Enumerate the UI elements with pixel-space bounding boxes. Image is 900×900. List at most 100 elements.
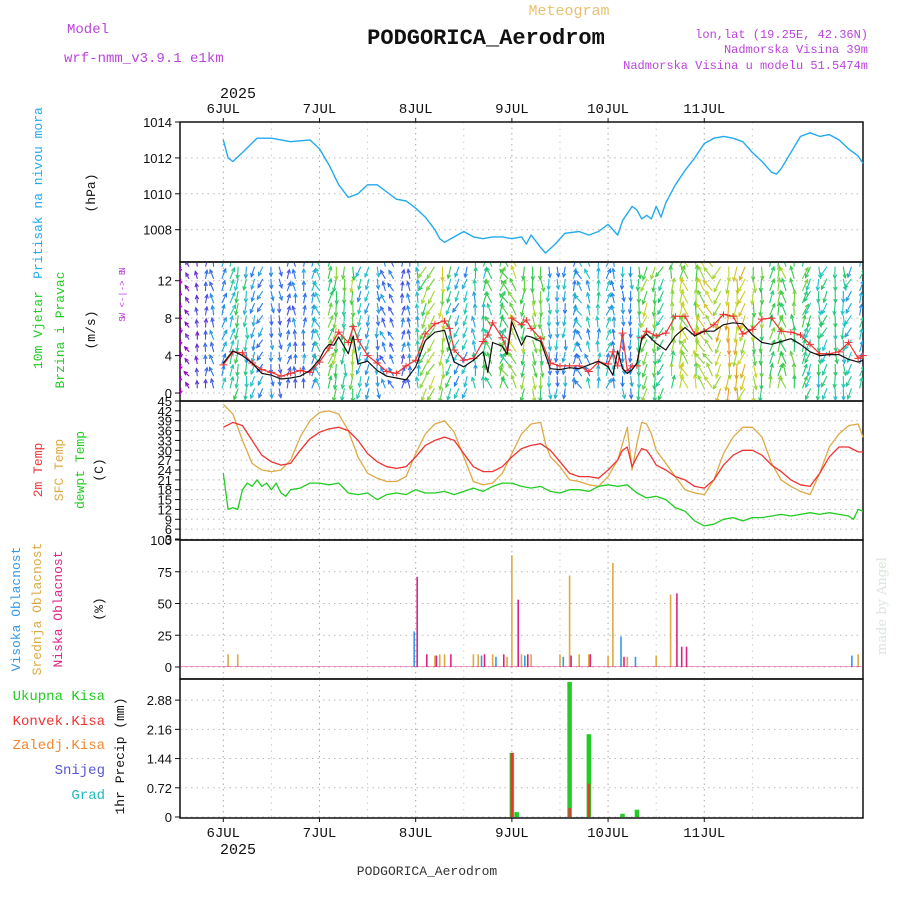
wind-arrow-head bbox=[804, 278, 809, 284]
wind-arrow-head bbox=[822, 298, 827, 304]
wind-arrow-head bbox=[194, 306, 199, 312]
wind-arrow bbox=[777, 263, 779, 267]
wind-arrow-head bbox=[620, 382, 625, 388]
wind-arrow bbox=[485, 377, 493, 389]
wind-arrow bbox=[554, 388, 558, 399]
wind-arrow-head bbox=[753, 385, 758, 391]
wind-arrow-head bbox=[440, 349, 445, 355]
wind-arrow-head bbox=[629, 382, 634, 388]
wind-arrow-head bbox=[670, 349, 676, 356]
wind-arrow bbox=[844, 278, 852, 289]
wind-arrow bbox=[605, 263, 609, 267]
wind-arrow bbox=[574, 307, 583, 316]
top-x-tick-label: 9JUL bbox=[495, 102, 529, 118]
wind-arrow bbox=[245, 266, 247, 279]
wind-arrow-head bbox=[521, 348, 526, 354]
wind-arrow bbox=[801, 351, 807, 365]
wind-gust-marker bbox=[488, 319, 497, 326]
wind-arrow-head bbox=[501, 290, 506, 296]
wind-arrow bbox=[291, 281, 296, 292]
wind-arrow bbox=[209, 269, 215, 280]
wind-arrow-head bbox=[415, 327, 420, 333]
wind-arrow-head bbox=[330, 351, 335, 357]
wind-arrow-head bbox=[697, 277, 702, 283]
wind-arrow bbox=[365, 363, 370, 375]
wind-arrow bbox=[734, 339, 738, 355]
wind-arrow-head bbox=[427, 396, 432, 400]
wind-arrow-head bbox=[486, 302, 491, 308]
wind-arrow-head bbox=[522, 288, 527, 294]
wind-arrow-head bbox=[611, 376, 616, 382]
wind-arrow-head bbox=[357, 285, 362, 291]
wind-arrow-head bbox=[194, 318, 200, 324]
wind-arrow bbox=[752, 339, 755, 354]
wind-unit: (m/s) bbox=[84, 310, 99, 349]
wind-arrow-head bbox=[532, 312, 537, 318]
wind-arrow-head bbox=[180, 293, 183, 297]
wind-arrow-head bbox=[472, 302, 478, 308]
wind-arrow-head bbox=[816, 298, 821, 304]
wind-arrow bbox=[779, 266, 787, 280]
wind-arrow-head bbox=[680, 277, 685, 283]
wind-arrow-head bbox=[819, 272, 825, 278]
wind-arrow-head bbox=[779, 375, 784, 381]
wind-arrow-head bbox=[269, 394, 274, 400]
wind-arrow-head bbox=[732, 276, 737, 283]
wind-arrow bbox=[846, 363, 852, 375]
wind-arrow bbox=[654, 388, 656, 400]
wind-arrow-head bbox=[693, 253, 696, 257]
wind-arrow-head bbox=[268, 357, 274, 363]
cloud-ylabel-low: Niska Oblacnost bbox=[51, 550, 66, 667]
wind-arrow bbox=[292, 269, 296, 279]
wind-arrow-head bbox=[204, 305, 209, 311]
wind-arrow-head bbox=[679, 256, 683, 260]
wind-arrow bbox=[209, 293, 215, 304]
wind-arrow-head bbox=[270, 308, 275, 314]
wind-arrow-head bbox=[833, 347, 838, 353]
wind-arrow-head bbox=[596, 266, 601, 272]
wind-arrow-head bbox=[426, 274, 431, 280]
wind-arrow-head bbox=[703, 266, 708, 272]
wind-arrow-head bbox=[844, 320, 849, 326]
wind-arrow-head bbox=[753, 373, 758, 379]
wind-arrow bbox=[521, 351, 525, 365]
wind-arrow bbox=[572, 292, 576, 304]
wind-ylabel-1: 10m Vjetar bbox=[31, 291, 46, 369]
wind-arrow-head bbox=[606, 292, 612, 298]
wind-gust-marker bbox=[738, 331, 747, 338]
wind-arrow bbox=[779, 376, 787, 389]
wind-arrow-head bbox=[269, 321, 274, 327]
wind-arrow bbox=[447, 266, 452, 279]
wind-arrow-head bbox=[183, 345, 189, 351]
wind-arrow bbox=[500, 304, 509, 316]
wind-arrow bbox=[229, 364, 234, 377]
wind-arrow bbox=[270, 339, 274, 350]
wind-arrow bbox=[447, 278, 452, 291]
wind-arrow-head bbox=[844, 332, 849, 338]
wind-arrow bbox=[713, 278, 722, 292]
wind-arrow bbox=[752, 303, 755, 317]
wind-arrow-head bbox=[380, 366, 385, 372]
wind-arrow-head bbox=[180, 341, 183, 346]
wind-arrow bbox=[278, 266, 283, 276]
wind-arrow-head bbox=[803, 290, 808, 296]
y-tick-label: 0 bbox=[165, 810, 172, 825]
wind-direction-north: N bbox=[118, 267, 128, 272]
wind-arrow-head bbox=[184, 296, 190, 302]
wind-arrow-head bbox=[453, 333, 458, 339]
wind-arrow bbox=[427, 388, 435, 400]
wind-gust-marker bbox=[719, 311, 728, 318]
wind-arrow-head bbox=[381, 280, 386, 286]
wind-arrow bbox=[406, 305, 411, 316]
wind-arrow bbox=[461, 278, 468, 289]
wind-arrow-head bbox=[250, 333, 255, 339]
wind-arrow bbox=[705, 290, 713, 304]
wind-arrow-head bbox=[519, 324, 525, 330]
wind-arrow bbox=[751, 290, 754, 305]
wind-arrow bbox=[446, 315, 452, 327]
wind-arrow-head bbox=[846, 370, 851, 376]
wind-arrow-head bbox=[574, 269, 579, 275]
wind-arrow-head bbox=[804, 266, 809, 272]
wind-arrow bbox=[418, 278, 427, 291]
wind-arrow-head bbox=[520, 384, 525, 391]
